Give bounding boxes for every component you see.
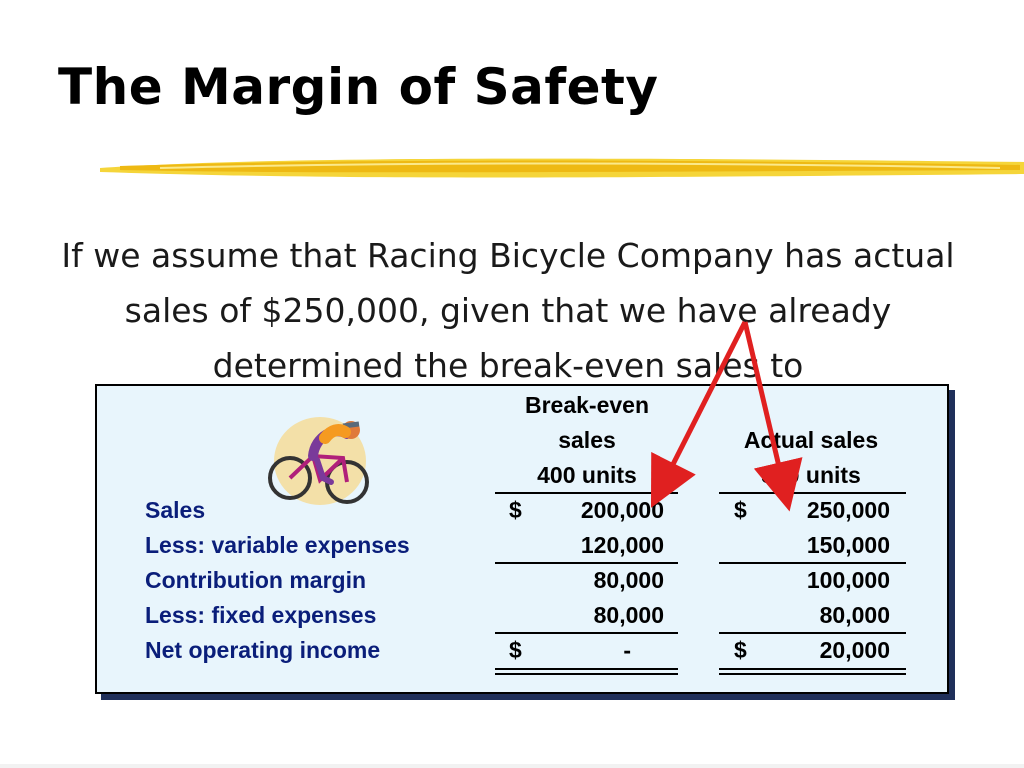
row-label-variable-expenses: Less: variable expenses [145, 532, 410, 558]
breakeven-header: Break-even sales 400 units [493, 388, 681, 493]
breakeven-sales-dollar: $ [509, 497, 522, 523]
actual-variable-expenses-value: 150,000 [806, 532, 890, 558]
breakeven-header-line-2: sales [558, 427, 616, 453]
body-paragraph: If we assume that Racing Bicycle Company… [61, 236, 955, 385]
row-label-net-operating-income: Net operating income [145, 637, 381, 663]
actual-header-line-1: Actual sales [743, 427, 879, 453]
actual-header-line-2: 500 units [761, 462, 861, 488]
breakeven-double-rule-bottom [495, 673, 678, 675]
breakeven-contribution-margin-value: 80,000 [593, 567, 664, 593]
breakeven-double-rule-top [495, 668, 678, 670]
breakeven-subtotal-rule [495, 562, 678, 564]
row-label-fixed-expenses: Less: fixed expenses [145, 602, 377, 628]
actual-subtotal-rule [719, 562, 906, 564]
actual-total-rule [719, 632, 906, 634]
actual-sales-dollar: $ [734, 497, 747, 523]
row-label-contribution-margin: Contribution margin [145, 567, 367, 593]
breakeven-variable-expenses-value: 120,000 [580, 532, 664, 558]
breakeven-fixed-expenses-value: 80,000 [593, 602, 664, 628]
income-statement-table: Break-even sales 400 units Actual sales … [95, 384, 949, 694]
actual-double-rule-bottom [719, 673, 906, 675]
actual-header-rule [719, 492, 906, 494]
actual-noi-value: 20,000 [819, 637, 890, 663]
breakeven-header-line-3: 400 units [537, 462, 637, 488]
actual-double-rule-top [719, 668, 906, 670]
actual-contribution-margin-value: 100,000 [806, 567, 890, 593]
breakeven-header-rule [495, 492, 678, 494]
actual-noi-dollar: $ [734, 637, 747, 663]
breakeven-total-rule [495, 632, 678, 634]
actual-sales-value: 250,000 [806, 497, 890, 523]
actual-fixed-expenses-value: 80,000 [819, 602, 890, 628]
breakeven-noi-value: - [623, 637, 631, 663]
title-underline-brushstroke [100, 158, 1024, 178]
slide-title: The Margin of Safety [58, 58, 659, 116]
actual-header: Actual sales 500 units [717, 423, 905, 493]
row-label-sales: Sales [145, 497, 206, 523]
cyclist-clipart-icon [268, 417, 369, 505]
footer-rule [0, 764, 1024, 768]
breakeven-sales-value: 200,000 [580, 497, 664, 523]
breakeven-header-line-1: Break-even [524, 392, 650, 418]
breakeven-noi-dollar: $ [509, 637, 522, 663]
